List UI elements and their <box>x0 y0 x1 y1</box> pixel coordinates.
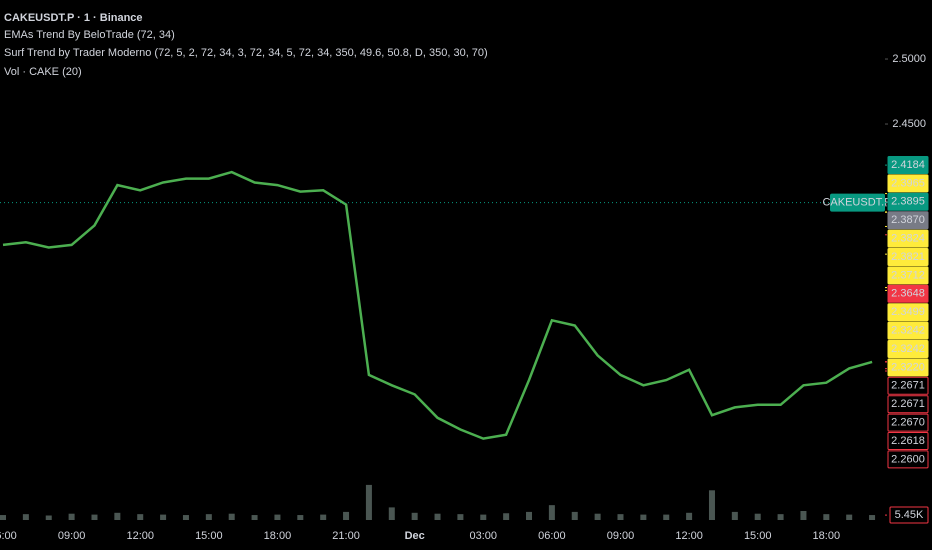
legend-line: CAKEUSDT.P · 1 · Binance <box>4 12 143 24</box>
volume-bar <box>365 484 372 520</box>
price-box <box>887 340 929 358</box>
price-label: 2.2600 <box>891 453 925 465</box>
x-tick-label: 09:00 <box>58 530 86 542</box>
volume-bar <box>526 511 533 520</box>
volume-bar <box>274 514 281 520</box>
price-label: 2.2671 <box>891 398 925 410</box>
price-label: 2.3220 <box>891 361 925 373</box>
price-label: 2.3824 <box>891 233 925 245</box>
price-box <box>887 413 929 432</box>
price-box <box>887 395 929 414</box>
volume-bar <box>686 512 693 520</box>
volume-bar <box>663 514 670 520</box>
x-tick-label: 15:00 <box>195 530 223 542</box>
volume-box <box>889 506 929 524</box>
price-line <box>2 170 873 440</box>
price-label: 2.3712 <box>891 269 925 281</box>
symbol-box <box>830 193 885 212</box>
volume-bar <box>457 514 464 520</box>
x-tick-label: 18:00 <box>264 530 292 542</box>
volume-bar <box>45 515 52 520</box>
volume-bar <box>708 490 715 520</box>
x-tick-label: Dec <box>405 530 425 542</box>
price-box <box>887 284 929 303</box>
volume-bar <box>777 514 784 520</box>
volume-bar <box>160 514 167 520</box>
volume-bar <box>228 513 235 520</box>
price-box <box>887 156 929 174</box>
price-box <box>887 376 929 395</box>
price-label: 2.3242 <box>891 325 925 337</box>
x-tick-label: 18:00 <box>813 530 841 542</box>
price-label: 2.3821 <box>891 251 925 263</box>
legend-line: Surf Trend by Trader Moderno (72, 5, 2, … <box>4 47 488 59</box>
symbol-label: CAKEUSDT.P <box>822 197 891 209</box>
volume-bar <box>297 515 304 520</box>
volume-bar <box>823 514 830 520</box>
price-label: 2.3242 <box>891 343 925 355</box>
price-label: 2.3648 <box>891 288 925 300</box>
y-tick-label: 2.5000 <box>892 53 926 65</box>
volume-bar <box>411 512 418 520</box>
volume-bar <box>434 513 441 520</box>
volume-bar <box>731 511 738 520</box>
price-box <box>887 321 929 340</box>
price-box <box>887 174 929 193</box>
price-box <box>887 229 929 248</box>
legend-line: Vol · CAKE (20) <box>4 66 82 78</box>
price-box <box>887 358 929 377</box>
x-tick-label: 09:00 <box>607 530 635 542</box>
y-tick-label: 2.4500 <box>892 118 926 130</box>
price-label: 2.4184 <box>891 159 925 171</box>
volume-bar <box>320 514 327 520</box>
volume-bar <box>594 513 601 520</box>
volume-bar <box>800 511 807 520</box>
volume-bar <box>869 515 876 520</box>
price-box <box>887 248 929 266</box>
price-box <box>887 192 929 211</box>
price-label: 2.2618 <box>891 435 925 447</box>
price-box <box>887 432 929 450</box>
x-tick-label: 06:00 <box>0 530 17 542</box>
x-tick-label: 21:00 <box>332 530 360 542</box>
volume-bar <box>68 513 75 520</box>
legend-line: EMAs Trend By BeloTrade (72, 34) <box>4 29 175 41</box>
volume-bar <box>754 513 761 520</box>
volume-bar <box>91 514 98 520</box>
volume-bar <box>114 512 121 520</box>
volume-bar <box>548 505 555 520</box>
price-box <box>887 303 929 322</box>
price-label: 2.3499 <box>891 306 925 318</box>
volume-bar <box>571 511 578 520</box>
price-box <box>887 211 929 230</box>
volume-bar <box>480 514 487 520</box>
price-box <box>887 266 929 285</box>
x-tick-label: 12:00 <box>675 530 703 542</box>
price-label: 2.2670 <box>891 417 925 429</box>
x-tick-label: 06:00 <box>538 530 566 542</box>
price-box <box>887 450 929 469</box>
volume-bar <box>137 514 144 520</box>
volume-bar <box>640 514 647 520</box>
volume-bar <box>388 507 395 520</box>
price-label: 2.3965 <box>891 177 925 189</box>
volume-bar <box>22 514 29 520</box>
price-label: 2.3895 <box>891 196 925 208</box>
volume-bar <box>0 515 6 520</box>
volume-bar <box>205 514 212 520</box>
price-label: 2.2671 <box>891 380 925 392</box>
volume-label: 5.45K <box>895 509 924 521</box>
volume-bar <box>251 515 258 520</box>
volume-bar <box>182 515 189 520</box>
price-label: 2.3870 <box>891 214 925 226</box>
x-tick-label: 15:00 <box>744 530 772 542</box>
volume-bar <box>343 511 350 520</box>
x-tick-label: 03:00 <box>470 530 498 542</box>
volume-bar <box>846 514 853 520</box>
x-tick-label: 12:00 <box>126 530 154 542</box>
volume-bar <box>617 514 624 520</box>
volume-bar <box>503 513 510 520</box>
